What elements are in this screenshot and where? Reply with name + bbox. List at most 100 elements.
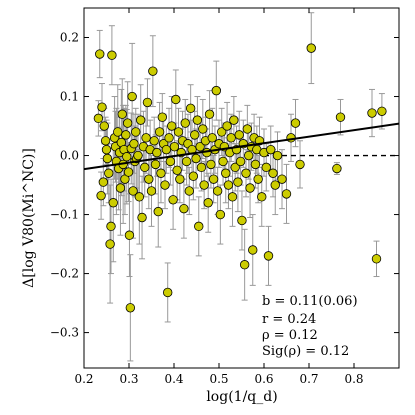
data-point <box>221 168 231 178</box>
data-point <box>253 174 263 184</box>
x-tick-label: 0.8 <box>344 372 363 386</box>
data-point <box>234 130 244 140</box>
data-point <box>371 254 382 264</box>
x-tick-label: 0.6 <box>254 372 273 386</box>
data-point <box>152 147 162 158</box>
annotation-spearman-rho: ρ = 0.12 <box>262 328 318 343</box>
data-point <box>243 150 254 161</box>
x-tick-label: 0.3 <box>119 372 138 386</box>
y-axis-ticks: −0.3 −0.2 −0.1 0.0 0.1 0.2 <box>50 31 399 340</box>
data-point <box>179 203 189 214</box>
data-point <box>215 209 226 220</box>
data-point <box>167 121 177 131</box>
x-tick-label: 0.4 <box>164 372 183 386</box>
data-point <box>122 152 132 162</box>
data-point <box>233 177 243 187</box>
data-point <box>206 159 216 170</box>
data-point <box>97 102 107 112</box>
data-point <box>115 183 126 193</box>
data-point <box>102 153 113 164</box>
data-point <box>113 127 123 137</box>
plot-area <box>84 12 399 362</box>
data-point <box>229 115 239 125</box>
data-point <box>104 168 114 178</box>
data-point <box>181 156 192 167</box>
data-point <box>266 144 276 155</box>
data-point <box>227 192 238 202</box>
y-axis-label: Δ[log V80(Mi^NC)] <box>21 148 37 288</box>
data-point <box>142 97 153 108</box>
data-point <box>105 239 115 249</box>
data-point <box>245 183 255 193</box>
data-point <box>270 180 280 190</box>
data-point <box>175 174 185 184</box>
data-point <box>165 156 176 167</box>
data-point <box>131 127 141 137</box>
data-point <box>257 192 267 202</box>
data-point <box>203 198 213 208</box>
data-point <box>148 66 158 76</box>
x-axis-ticks: 0.2 0.3 0.4 0.5 0.6 0.7 0.8 <box>74 8 364 386</box>
data-point <box>128 186 138 196</box>
data-point <box>239 260 250 270</box>
data-point <box>123 167 134 177</box>
data-point <box>173 127 184 137</box>
data-point <box>268 168 278 178</box>
data-point <box>204 109 215 119</box>
data-point <box>133 150 143 161</box>
data-point <box>150 159 161 170</box>
y-tick-label: 0.0 <box>60 149 79 163</box>
data-point <box>146 186 157 196</box>
data-point <box>122 118 133 128</box>
data-point <box>235 156 246 167</box>
x-tick-label: 0.7 <box>299 372 318 386</box>
data-point <box>216 127 227 137</box>
data-point <box>290 118 301 128</box>
data-point <box>277 174 287 184</box>
y-tick-label: 0.2 <box>60 31 79 45</box>
data-point <box>154 127 165 137</box>
data-point <box>162 287 173 298</box>
x-tick-label: 0.2 <box>74 372 93 386</box>
data-point <box>153 206 163 217</box>
data-point <box>335 112 346 122</box>
data-point <box>160 180 170 190</box>
data-point <box>194 221 204 232</box>
data-point <box>212 186 223 196</box>
data-point <box>242 124 253 134</box>
data-point <box>196 162 207 173</box>
data-point <box>172 165 182 175</box>
data-point <box>121 130 131 140</box>
data-point <box>184 186 195 196</box>
data-point <box>180 118 190 128</box>
data-point <box>127 91 137 102</box>
data-point <box>192 115 203 125</box>
data-point <box>125 303 136 313</box>
data-point <box>108 198 118 208</box>
data-point <box>191 153 201 164</box>
y-tick-label: −0.3 <box>50 326 79 340</box>
data-point <box>195 141 205 152</box>
data-point <box>144 174 154 184</box>
data-point <box>218 156 228 167</box>
data-point <box>332 163 342 174</box>
data-point <box>295 159 305 170</box>
data-point <box>95 49 105 59</box>
x-axis-label: log(1/q_d) <box>206 389 277 405</box>
data-point <box>106 221 116 232</box>
data-point <box>107 50 117 60</box>
data-point <box>171 94 181 105</box>
y-tick-label: 0.1 <box>60 90 79 104</box>
data-point <box>137 212 147 223</box>
data-point <box>141 133 151 143</box>
data-point <box>377 106 387 116</box>
axes-frame <box>83 7 400 369</box>
data-point <box>367 108 377 118</box>
data-point <box>96 190 106 201</box>
data-point <box>261 162 271 173</box>
data-point <box>272 150 283 161</box>
annotation-slope: b = 0.11(0.06) <box>262 294 358 309</box>
data-point <box>208 174 219 184</box>
